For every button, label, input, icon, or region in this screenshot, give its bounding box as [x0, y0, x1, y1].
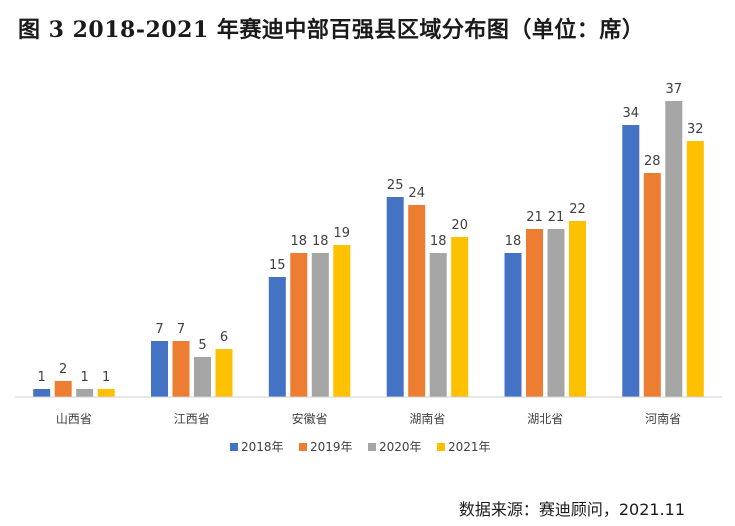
- data-label-2018年-山西省: 1: [38, 370, 46, 385]
- data-label-2018年-湖南省: 25: [387, 178, 404, 193]
- bar-2018年-安徽省: [268, 277, 286, 397]
- bar-2020年-安徽省: [311, 253, 329, 397]
- bar-2021年-江西省: [215, 349, 233, 397]
- bar-2021年-湖北省: [569, 221, 586, 397]
- legend-swatch-2019年: [299, 443, 307, 451]
- bar-2018年-江西省: [151, 341, 168, 397]
- data-label-2019年-河南省: 28: [644, 154, 661, 169]
- legend-label-2021年: 2021年: [448, 440, 491, 454]
- bar-2020年-江西省: [194, 357, 211, 397]
- category-tick-河南省: 河南省: [645, 411, 681, 426]
- bar-2020年-河南省: [665, 101, 683, 397]
- bar-2019年-江西省: [172, 341, 190, 397]
- data-label-2019年-山西省: 2: [59, 362, 67, 377]
- bar-2018年-湖南省: [386, 197, 404, 397]
- data-label-2021年-河南省: 32: [687, 122, 704, 137]
- bar-2020年-湖北省: [547, 229, 565, 397]
- chart-title: 图 3 2018-2021 年赛迪中部百强县区域分布图（单位：席）: [18, 17, 645, 43]
- bar-2019年-安徽省: [290, 253, 308, 397]
- bar-2020年-湖南省: [429, 253, 447, 397]
- category-tick-江西省: 江西省: [174, 412, 210, 426]
- bar-2019年-湖北省: [526, 229, 543, 397]
- legend-swatch-2020年: [368, 443, 376, 451]
- bar-2021年-湖南省: [451, 237, 469, 397]
- data-label-2021年-山西省: 1: [102, 370, 110, 385]
- legend-swatch-2018年: [230, 443, 238, 451]
- data-label-2020年-江西省: 5: [198, 338, 206, 353]
- bar-2019年-河南省: [643, 173, 661, 397]
- data-label-2020年-湖北省: 21: [548, 210, 565, 225]
- data-label-2021年-江西省: 6: [220, 330, 228, 345]
- data-label-2018年-河南省: 34: [623, 106, 640, 121]
- legend-label-2019年: 2019年: [310, 440, 353, 454]
- category-tick-湖北省: 湖北省: [527, 411, 563, 426]
- data-label-2021年-湖南省: 20: [451, 218, 468, 233]
- bar-2021年-河南省: [686, 141, 704, 397]
- data-label-2018年-安徽省: 15: [269, 258, 286, 273]
- data-label-2019年-安徽省: 18: [291, 234, 308, 249]
- legend-label-2020年: 2020年: [379, 440, 422, 454]
- bar-2018年-山西省: [33, 389, 51, 397]
- data-label-2020年-湖南省: 18: [430, 234, 447, 249]
- legend: 2018年 2019年 2020年 2021年: [230, 440, 491, 454]
- data-label-2019年-江西省: 7: [177, 322, 185, 337]
- data-label-2020年-山西省: 1: [81, 370, 89, 385]
- bar-2021年-山西省: [97, 389, 115, 397]
- data-label-2019年-湖北省: 21: [526, 210, 543, 225]
- data-label-2018年-湖北省: 18: [505, 234, 522, 249]
- bar-2018年-河南省: [622, 125, 640, 397]
- bar-2021年-安徽省: [333, 245, 351, 397]
- category-tick-山西省: 山西省: [56, 412, 92, 426]
- source-note: 数据来源：赛迪顾问，2021.11: [458, 500, 685, 519]
- bars-group: [33, 101, 704, 397]
- data-label-2018年-江西省: 7: [155, 322, 163, 337]
- data-label-2019年-湖南省: 24: [408, 186, 425, 201]
- legend-swatch-2021年: [437, 443, 445, 451]
- data-label-2020年-安徽省: 18: [312, 234, 329, 249]
- bar-2019年-山西省: [54, 381, 72, 397]
- category-tick-安徽省: 安徽省: [292, 411, 328, 426]
- bar-2018年-湖北省: [504, 253, 522, 397]
- category-tick-湖南省: 湖南省: [409, 411, 445, 426]
- bar-2020年-山西省: [76, 389, 94, 397]
- bar-2019年-湖南省: [408, 205, 426, 397]
- category-ticks-group: 山西省 江西省 安徽省 湖南省 湖北省 河南省: [56, 411, 681, 426]
- data-label-2021年-湖北省: 22: [569, 202, 586, 217]
- data-label-2020年-河南省: 37: [666, 82, 683, 97]
- legend-label-2018年: 2018年: [241, 440, 284, 454]
- data-label-2021年-安徽省: 19: [334, 226, 351, 241]
